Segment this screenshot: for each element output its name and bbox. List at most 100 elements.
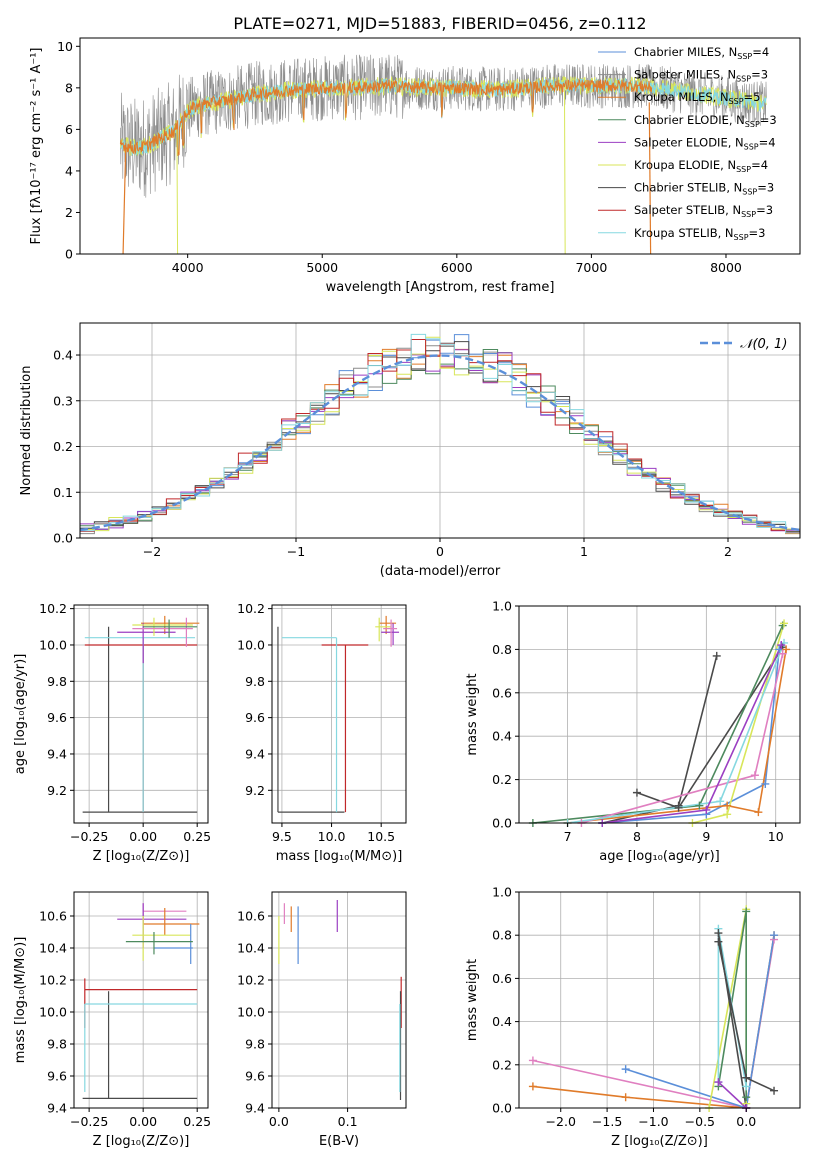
y-tick-label: 10.4 <box>237 941 265 956</box>
x-tick-label: −1.0 <box>638 1114 668 1129</box>
y-tick-label: 9.6 <box>245 710 265 725</box>
figure-title: PLATE=0271, MJD=51883, FIBERID=0456, z=0… <box>233 14 646 33</box>
x-axis-label: age [log₁₀(age/yr)] <box>599 849 720 864</box>
y-tick-label: 1.0 <box>492 599 512 614</box>
y-tick-label: 10.6 <box>39 909 67 924</box>
x-tick-label: −1.5 <box>592 1114 622 1129</box>
y-tick-label: 2 <box>65 205 73 220</box>
y-tick-label: 10.0 <box>237 1005 265 1020</box>
y-tick-label: 9.8 <box>245 674 265 689</box>
weight-series-line <box>717 932 747 1108</box>
x-tick-label: 0.0 <box>269 1114 289 1129</box>
legend-entry: Salpeter MILES, NSSP=3 <box>634 68 768 84</box>
weight-point-marker <box>742 1073 751 1082</box>
y-tick-label: 10.2 <box>237 601 265 616</box>
weight-point-marker <box>712 651 721 660</box>
axes-frame <box>518 891 801 1109</box>
y-axis-label: Normed distribution <box>19 366 34 496</box>
x-tick-label: 0.00 <box>129 1114 157 1129</box>
y-axis-label: mass [log₁₀(M/M⊙)] <box>13 937 28 1064</box>
x-tick-label: −2 <box>143 544 161 559</box>
plot-area <box>532 623 787 823</box>
y-tick-label: 0.1 <box>53 485 73 500</box>
x-tick-label: 0.25 <box>183 1114 211 1129</box>
model-edge-right <box>648 102 652 254</box>
y-tick-label: 10.0 <box>39 637 67 652</box>
y-tick-label: 8 <box>65 80 73 95</box>
x-tick-label: 5000 <box>306 260 338 275</box>
y-tick-label: 6 <box>65 122 73 137</box>
y-tick-label: 9.4 <box>245 746 265 761</box>
x-tick-label: 8000 <box>710 260 742 275</box>
y-tick-label: 0.6 <box>492 971 512 986</box>
y-tick-label: 9.6 <box>47 710 67 725</box>
normal-reference-curve <box>80 354 800 532</box>
weight-point-marker <box>528 1082 537 1091</box>
weight-point-marker <box>714 1078 723 1087</box>
y-tick-label: 9.4 <box>47 1101 67 1116</box>
plot-area <box>82 903 200 1100</box>
panel-age-vs-Z: −0.25 0.00 0.25 9.2 9.4 9.6 9.8 10.0 10.2 Z [log₁… <box>13 601 211 864</box>
x-tick-label: 0.25 <box>183 829 211 844</box>
panel-residual-histogram: −2 −1 0 1 2 0.0 0.1 0.2 0.3 0.4 (data-model)/error… <box>19 322 801 579</box>
y-tick-label: 0.6 <box>492 685 512 700</box>
y-tick-label: 0.8 <box>492 928 512 943</box>
weight-series-line <box>717 1081 747 1108</box>
legend-entry: Kroupa STELIB, NSSP=3 <box>634 226 765 242</box>
y-tick-label: 10 <box>57 39 73 54</box>
axes-frame <box>73 891 209 1109</box>
legend-entry: Salpeter STELIB, NSSP=3 <box>634 203 773 219</box>
weight-point-marker <box>777 641 786 650</box>
weight-point-marker <box>778 649 787 658</box>
plot-area <box>278 900 402 1100</box>
weight-point-marker <box>695 801 704 810</box>
model-edge-left <box>122 145 127 254</box>
y-tick-label: 1.0 <box>492 885 512 900</box>
weight-point-marker <box>621 1065 630 1074</box>
legend-entry: Kroupa MILES, NSSP=5 <box>634 90 760 106</box>
weight-point-marker <box>702 805 711 814</box>
y-tick-label: 0.0 <box>53 531 73 546</box>
y-tick-label: 0.4 <box>53 348 73 363</box>
x-tick-label: 4000 <box>172 260 204 275</box>
x-axis-label: E(B-V) <box>319 1134 359 1149</box>
y-tick-label: 10.0 <box>237 637 265 652</box>
x-tick-label: 6000 <box>441 260 473 275</box>
weight-point-marker <box>723 801 732 810</box>
legend-entry: Chabrier STELIB, NSSP=3 <box>634 181 774 197</box>
weight-series-line <box>602 644 783 823</box>
y-tick-label: 0.4 <box>492 1014 512 1029</box>
x-tick-label: 0 <box>436 544 444 559</box>
x-tick-label: −2.0 <box>546 1114 576 1129</box>
weight-point-marker <box>723 810 732 819</box>
x-tick-label: 2 <box>724 544 732 559</box>
weight-point-marker <box>754 808 763 817</box>
x-axis-label: wavelength [Angstrom, rest frame] <box>326 280 555 295</box>
x-tick-label: 8 <box>633 829 641 844</box>
y-tick-label: 9.6 <box>47 1069 67 1084</box>
y-tick-label: 0.3 <box>53 393 73 408</box>
legend-entry: Kroupa ELODIE, NSSP=4 <box>634 158 768 174</box>
y-tick-label: 10.4 <box>39 941 67 956</box>
x-tick-label: 0.1 <box>338 1114 358 1129</box>
elodie-edge-left <box>176 129 179 254</box>
weight-point-marker <box>674 803 683 812</box>
weight-series-line <box>581 653 784 823</box>
y-tick-label: 9.6 <box>245 1069 265 1084</box>
weight-series-line <box>625 935 775 1108</box>
x-tick-label: −0.5 <box>685 1114 715 1129</box>
weight-point-marker <box>770 1086 779 1095</box>
y-tick-label: 9.4 <box>245 1101 265 1116</box>
plot-area <box>82 615 200 813</box>
histogram-step-kroupa_stelib <box>80 333 800 534</box>
x-tick-label: 10 <box>768 829 784 844</box>
model-kroupa-miles-line <box>119 79 653 156</box>
y-tick-label: 10.6 <box>237 909 265 924</box>
x-tick-label: 7000 <box>575 260 607 275</box>
weight-point-marker <box>761 779 770 788</box>
y-axis-label: age [log₁₀(age/yr)] <box>13 654 28 775</box>
weight-point-marker <box>528 1056 537 1065</box>
panel-mass-weight-vs-age: 7 8 9 10 0.0 0.2 0.4 0.6 0.8 1.0 age [log₁₀(age/yr… <box>465 599 801 864</box>
y-tick-label: 10.2 <box>39 601 67 616</box>
y-tick-label: 0.0 <box>492 1101 512 1116</box>
